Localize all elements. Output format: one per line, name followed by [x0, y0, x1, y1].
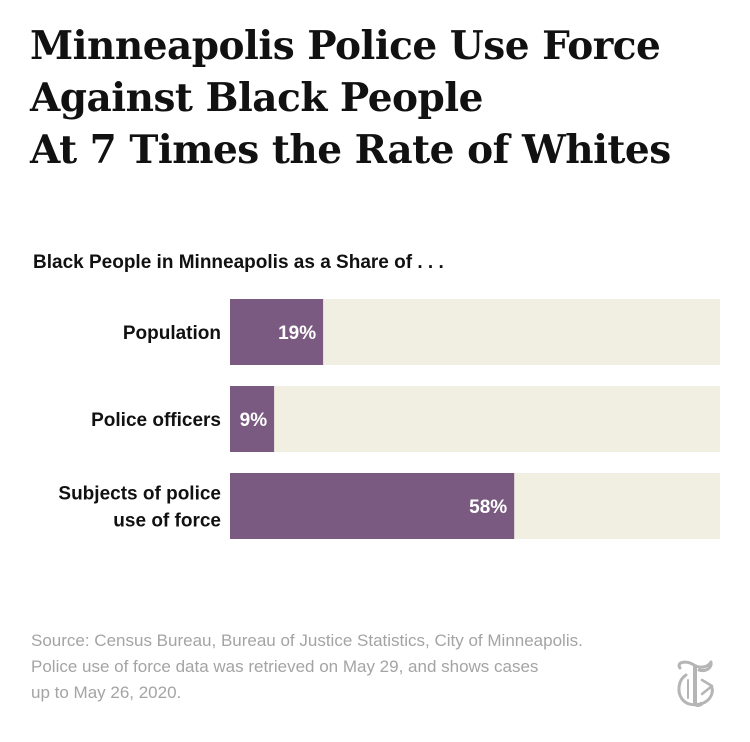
source-line: Police use of force data was retrieved o… — [31, 657, 539, 676]
headline-line: Against Black People — [30, 75, 483, 121]
source-note: Source: Census Bureau, Bureau of Justice… — [31, 628, 651, 706]
source-line: Source: Census Bureau, Bureau of Justice… — [31, 631, 583, 650]
headline: Minneapolis Police Use Force Against Bla… — [30, 20, 720, 176]
category-label: Population — [123, 323, 221, 344]
bar-chart: 19% Population 9% Police officers 58% Subject… — [58, 299, 720, 539]
bar-track — [230, 386, 720, 452]
headline-line: Minneapolis Police Use Force — [30, 23, 661, 69]
category-label: Police officers — [91, 410, 221, 431]
chart-title: Black People in Minneapolis as a Share o… — [33, 252, 444, 273]
value-label: 9% — [240, 410, 268, 431]
bar — [230, 386, 275, 452]
nyt-t-logo-icon — [677, 660, 714, 708]
value-label: 58% — [469, 497, 507, 518]
value-label: 19% — [278, 323, 316, 344]
bar — [230, 299, 324, 365]
headline-line: At 7 Times the Rate of Whites — [30, 127, 671, 173]
bar — [230, 473, 515, 539]
category-label: use of force — [113, 511, 221, 532]
source-line: up to May 26, 2020. — [31, 683, 182, 702]
category-label: Subjects of police — [58, 484, 221, 505]
